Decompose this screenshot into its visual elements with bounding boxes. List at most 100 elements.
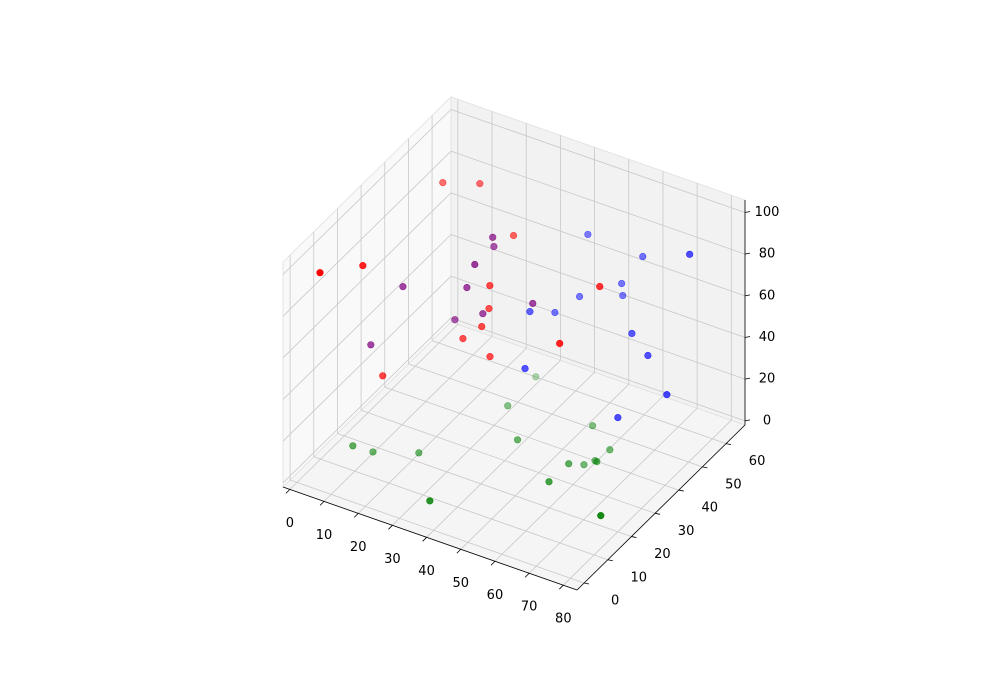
point [580,461,588,469]
tick-mark [744,336,751,338]
tick-mark [725,443,732,445]
grid-line [450,317,746,422]
point [618,279,626,288]
grid-line [426,372,595,538]
point [399,283,407,291]
z-tick-label: 20 [759,372,776,387]
grid-line [450,150,746,255]
point [545,478,553,486]
grid-line [384,386,679,491]
z-tick-label: 40 [759,330,776,345]
point [379,372,387,380]
point [529,299,537,308]
point [663,391,671,399]
left-pane [282,96,452,488]
tick-mark [702,466,708,469]
tick-mark [678,489,684,492]
point [593,458,601,466]
point [316,269,324,277]
tick-mark [744,377,751,380]
grid-line [431,340,727,444]
x-tick-label: 0 [286,516,294,531]
point [639,252,647,261]
x-tick-label: 40 [418,564,435,579]
x-tick-label: 80 [555,612,572,627]
point [551,308,559,317]
point [459,335,467,343]
y-tick-label: 50 [725,477,742,492]
point [471,260,479,269]
point [479,310,487,318]
x-tick-label: 50 [452,576,469,591]
grid-line [392,360,561,526]
point [526,308,534,316]
x-tick-label: 20 [350,540,367,555]
tick-mark [388,525,393,530]
grid-line [528,407,698,574]
point [628,329,636,338]
tick-mark [456,548,462,554]
grid-line [337,433,632,537]
z-tick-label: 60 [759,288,776,303]
point [575,292,584,301]
tick-mark [655,512,661,515]
point [486,353,494,361]
y-tick-label: 10 [630,570,647,585]
point [521,364,529,373]
point [565,460,573,468]
tick-mark [524,572,530,578]
point [369,448,377,456]
grid-line [313,456,608,561]
tick-mark [559,584,564,590]
point [439,179,447,187]
tick-mark [744,252,751,255]
point [644,351,652,360]
x-tick-label: 10 [316,528,333,543]
y-tick-label: 40 [701,501,718,516]
point [359,262,367,270]
point [490,242,498,251]
point [597,512,605,520]
point [614,413,622,422]
tick-mark [744,211,751,213]
z-tick-label: 100 [755,205,780,220]
y-axis [576,424,746,591]
point [349,442,357,450]
point [489,233,497,241]
grid-line [323,336,493,502]
y-tick-label: 20 [654,547,671,562]
grid-line [450,275,746,380]
point [606,446,614,454]
point [532,373,540,381]
y-tick-label: 30 [678,524,695,539]
x-axis [282,486,578,591]
point [686,250,694,258]
grid-line [408,363,703,468]
tick-mark [422,537,427,542]
point [476,180,484,188]
tick-mark [353,513,359,518]
point [451,316,459,324]
point [415,449,423,457]
grid-line [494,395,664,562]
grid-line [450,192,746,297]
point [556,339,564,348]
grid-line [563,419,732,586]
point [596,282,604,291]
grid-line [460,383,630,550]
point [367,341,375,349]
point [589,422,597,430]
y-tick-label: 60 [749,454,766,469]
tick-mark [490,560,496,566]
grid-line [289,324,459,490]
point [619,291,627,300]
grid-line [282,317,452,484]
tick-mark [744,294,751,297]
point [486,281,494,290]
point [584,230,592,239]
tick-mark [319,501,325,506]
tick-mark [285,489,291,494]
point [485,305,493,313]
tick-mark [631,536,637,538]
